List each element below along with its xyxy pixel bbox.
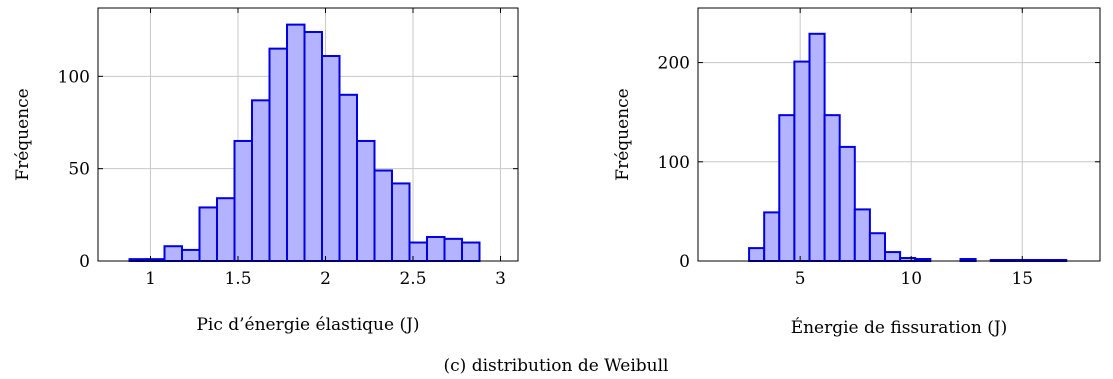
x-tick-label: 15: [1011, 269, 1033, 289]
histogram-bar: [391, 182, 411, 262]
histogram-bar: [408, 241, 428, 263]
histogram-bar: [181, 248, 201, 262]
histogram-bar: [763, 211, 781, 262]
histogram-bar: [443, 237, 463, 262]
histogram-bar: [868, 232, 887, 262]
y-tick-label: 100: [658, 153, 690, 173]
histogram-bar: [251, 99, 271, 262]
histogram-bar: [823, 114, 841, 262]
x-tick-label: 10: [900, 269, 922, 289]
histogram-bar: [356, 139, 376, 262]
x-tick-label: 2: [320, 269, 331, 289]
histogram-bar: [198, 206, 218, 262]
y-tick-label: 0: [679, 252, 690, 272]
x-tick-label: 2.5: [399, 269, 426, 289]
histogram-bar: [838, 145, 856, 262]
histogram-bar: [303, 31, 323, 263]
histogram-bar: [216, 197, 236, 263]
y-tick-label: 0: [79, 252, 90, 272]
y-tick-label: 50: [68, 160, 90, 180]
histogram-bar: [373, 169, 393, 263]
histogram-bar: [793, 60, 811, 262]
y-axis-label: Fréquence: [613, 88, 633, 180]
histogram-bar: [233, 139, 253, 262]
histogram-bar: [748, 247, 766, 262]
plot-frame: [697, 7, 1101, 262]
x-axis-label: Pic d’énergie élastique (J): [196, 315, 419, 335]
x-tick-label: 1.5: [224, 269, 251, 289]
histogram-bar: [884, 251, 902, 262]
histogram-fracture-energy: 5 10 15 0 100 200 Énergie de fissuration (J) Fr…: [613, 7, 1101, 338]
x-tick-label: 3: [495, 269, 506, 289]
histogram-bar: [808, 32, 826, 262]
y-tick-label: 100: [58, 67, 90, 87]
x-axis-label: Énergie de fissuration (J): [791, 317, 1008, 338]
plot-frame: [97, 7, 519, 262]
histogram-bar: [338, 93, 358, 262]
histogram-bar: [268, 47, 288, 263]
histogram-bar: [286, 23, 306, 262]
histogram-bar: [461, 241, 481, 263]
histogram-bar: [778, 114, 796, 262]
histogram-bar: [853, 208, 871, 262]
y-axis-label: Fréquence: [13, 88, 33, 180]
histogram-bar: [321, 55, 341, 262]
x-tick-label: 1: [145, 269, 156, 289]
histogram-elastic-energy: 1 1.5 2 2.5 3 0 50 100 Pic d’énergie élastique (…: [13, 7, 519, 335]
histogram-bar: [426, 235, 446, 263]
y-tick-label: 200: [658, 54, 690, 74]
figure-caption: (c) distribution de Weibull: [444, 356, 669, 376]
histogram-bar: [163, 245, 183, 262]
x-tick-label: 5: [795, 269, 806, 289]
